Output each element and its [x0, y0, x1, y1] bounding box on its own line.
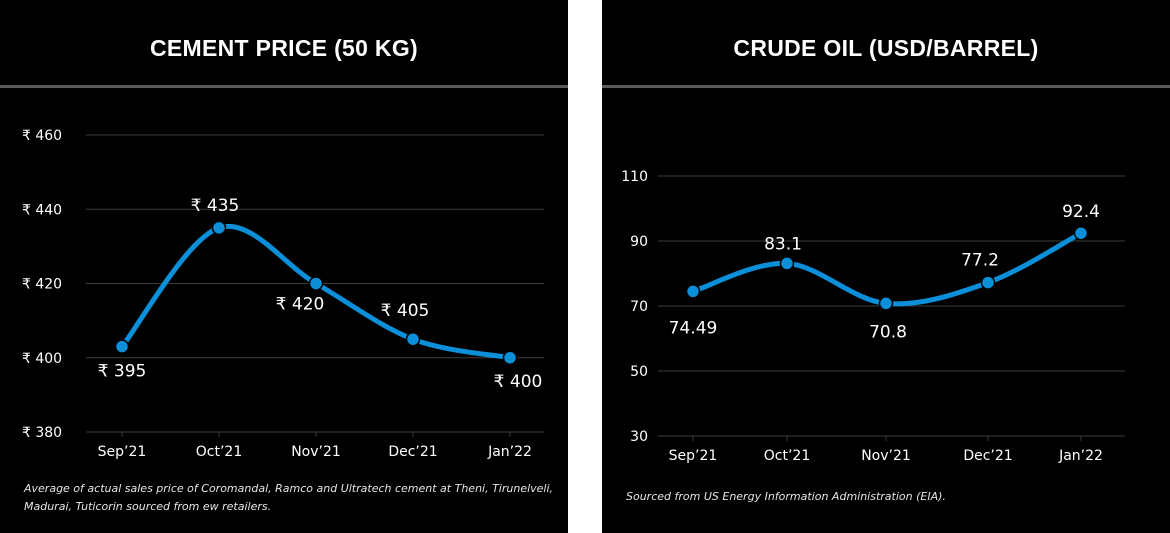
x-tick-label: Sep’21	[98, 444, 147, 460]
y-tick-label: ₹ 460	[22, 128, 62, 144]
crude-footnote: Sourced from US Energy Information Admin…	[626, 490, 946, 503]
data-label: 74.49	[669, 318, 718, 338]
data-label: ₹ 420	[276, 295, 325, 315]
y-tick-label: 70	[630, 299, 648, 315]
data-label: 92.4	[1062, 202, 1100, 222]
y-tick-label: 30	[630, 429, 648, 445]
data-label: 77.2	[961, 251, 999, 271]
x-tick-label: Dec’21	[388, 444, 437, 460]
data-point	[878, 296, 894, 311]
data-point	[502, 350, 518, 365]
x-tick-label: Oct’21	[764, 448, 810, 464]
data-point	[308, 276, 324, 291]
title-divider	[602, 85, 1170, 88]
y-tick-label: ₹ 400	[22, 351, 62, 367]
data-label: 70.8	[869, 322, 907, 342]
x-tick-label: Jan’22	[1058, 448, 1103, 464]
data-point	[405, 331, 421, 347]
x-tick-label: Jan’22	[487, 444, 532, 460]
y-tick-label: ₹ 420	[22, 277, 62, 293]
y-tick-label: ₹ 440	[22, 202, 62, 218]
cement-series-line	[119, 223, 513, 361]
x-tick-label: Nov’21	[861, 448, 911, 464]
y-tick-label: 50	[630, 364, 648, 380]
data-point	[114, 339, 130, 354]
data-label: ₹ 405	[381, 301, 430, 321]
data-label: 83.1	[764, 234, 802, 254]
data-label: ₹ 400	[494, 372, 543, 392]
x-tick-label: Sep’21	[669, 448, 718, 464]
data-point	[211, 220, 227, 236]
y-tick-label: 90	[630, 234, 648, 250]
crude-oil-panel: CRUDE OIL (USD/BARREL) 110 90 70 50 30 Sep’21…	[602, 0, 1170, 533]
data-label: ₹ 435	[191, 196, 240, 216]
data-point	[779, 256, 795, 271]
x-tick-label: Dec’21	[963, 448, 1012, 464]
data-point	[980, 275, 996, 290]
cement-price-panel: CEMENT PRICE (50 KG) ₹ 460 ₹ 440 ₹ 420 ₹ 40…	[0, 0, 568, 533]
crude-oil-chart: 110 90 70 50 30 Sep’21 Oct’21 Nov’21 Dec’21 Jan’2…	[621, 169, 1125, 464]
cement-footnote: Average of actual sales price of Coroman…	[24, 482, 554, 513]
x-tick-label: Nov’21	[291, 444, 341, 460]
data-point	[685, 284, 701, 299]
crude-series-line	[690, 230, 1084, 307]
x-tick-label: Oct’21	[196, 444, 242, 460]
y-tick-label: 110	[621, 169, 648, 185]
title-divider	[0, 85, 568, 88]
y-tick-label: ₹ 380	[22, 425, 62, 441]
cement-chart-title: CEMENT PRICE (50 KG)	[150, 35, 418, 61]
data-point	[1073, 225, 1089, 241]
cement-price-chart: ₹ 460 ₹ 440 ₹ 420 ₹ 400 ₹ 380 Sep’21 Oct’21 Nov…	[22, 128, 544, 460]
crude-chart-title: CRUDE OIL (USD/BARREL)	[733, 35, 1039, 61]
data-label: ₹ 395	[98, 362, 147, 382]
